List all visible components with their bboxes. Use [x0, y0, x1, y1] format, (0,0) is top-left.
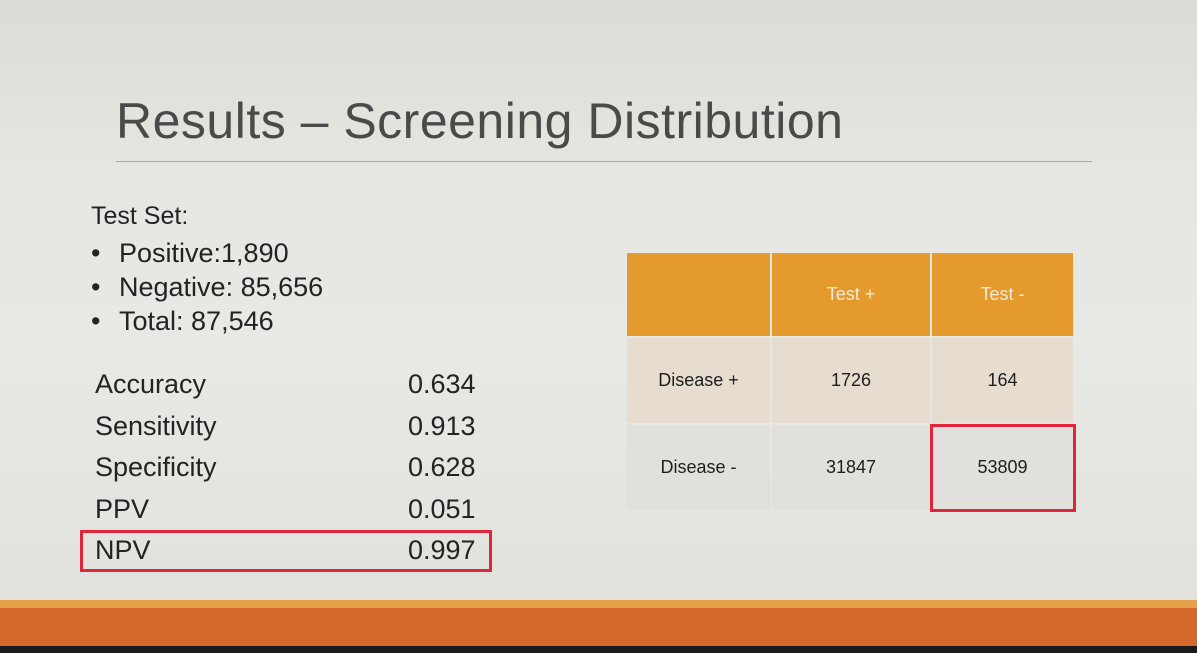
- metric-row-ppv: PPV 0.051: [95, 489, 495, 531]
- matrix-row-label-disease-positive: Disease +: [627, 338, 770, 423]
- test-set-total: Total: 87,546: [119, 306, 274, 336]
- metric-row-accuracy: Accuracy 0.634: [95, 364, 495, 406]
- footer-orange-bar: [0, 608, 1197, 646]
- test-set-list: • Positive:1,890 • Negative: 85,656 • Total…: [91, 236, 323, 338]
- npv-highlight-box: [80, 530, 492, 572]
- metric-label: Accuracy: [95, 369, 207, 399]
- metric-row-npv: NPV 0.997: [95, 530, 495, 572]
- matrix-cell-true-positive: 1726: [772, 338, 930, 423]
- matrix-header-test-negative: Test -: [932, 253, 1073, 336]
- test-set-negative: Negative: 85,656: [119, 272, 324, 302]
- footer-band: [0, 600, 1197, 653]
- footer-accent-stripe: [0, 600, 1197, 608]
- metric-row-specificity: Specificity 0.628: [95, 447, 495, 489]
- metric-label: Sensitivity: [95, 410, 217, 441]
- bullet-icon: •: [91, 306, 101, 336]
- title-divider: [116, 161, 1092, 162]
- metric-value: 0.997: [408, 535, 476, 565]
- matrix-row-label-disease-negative: Disease -: [627, 425, 770, 510]
- bullet-icon: •: [91, 238, 101, 268]
- matrix-corner-cell: [627, 253, 770, 336]
- metric-label: Specificity: [95, 452, 217, 482]
- metric-value: 0.051: [408, 493, 476, 524]
- test-set-item: • Positive:1,890: [91, 236, 323, 270]
- metric-label: NPV: [95, 535, 151, 565]
- test-set-heading: Test Set:: [91, 202, 189, 230]
- test-set-positive: Positive:1,890: [119, 238, 289, 268]
- metric-label: PPV: [95, 493, 150, 524]
- slide-title: Results – Screening Distribution: [116, 93, 844, 149]
- test-set-item: • Negative: 85,656: [91, 270, 323, 304]
- slide: Results – Screening Distribution Test Se…: [0, 0, 1197, 600]
- metric-value: 0.634: [408, 369, 476, 399]
- metric-value: 0.913: [408, 410, 476, 441]
- metric-value: 0.628: [408, 452, 476, 482]
- bullet-icon: •: [91, 272, 101, 302]
- metrics-table: Accuracy 0.634 Sensitivity 0.913 Specifi…: [95, 364, 495, 572]
- matrix-cell-false-negative: 164: [932, 338, 1073, 423]
- matrix-header-test-positive: Test +: [772, 253, 930, 336]
- matrix-cell-false-positive: 31847: [772, 425, 930, 510]
- test-set-item: • Total: 87,546: [91, 304, 323, 338]
- matrix-cell-true-negative: 53809: [932, 425, 1073, 510]
- true-negative-highlight-box: [930, 424, 1076, 512]
- metric-row-sensitivity: Sensitivity 0.913: [95, 406, 495, 448]
